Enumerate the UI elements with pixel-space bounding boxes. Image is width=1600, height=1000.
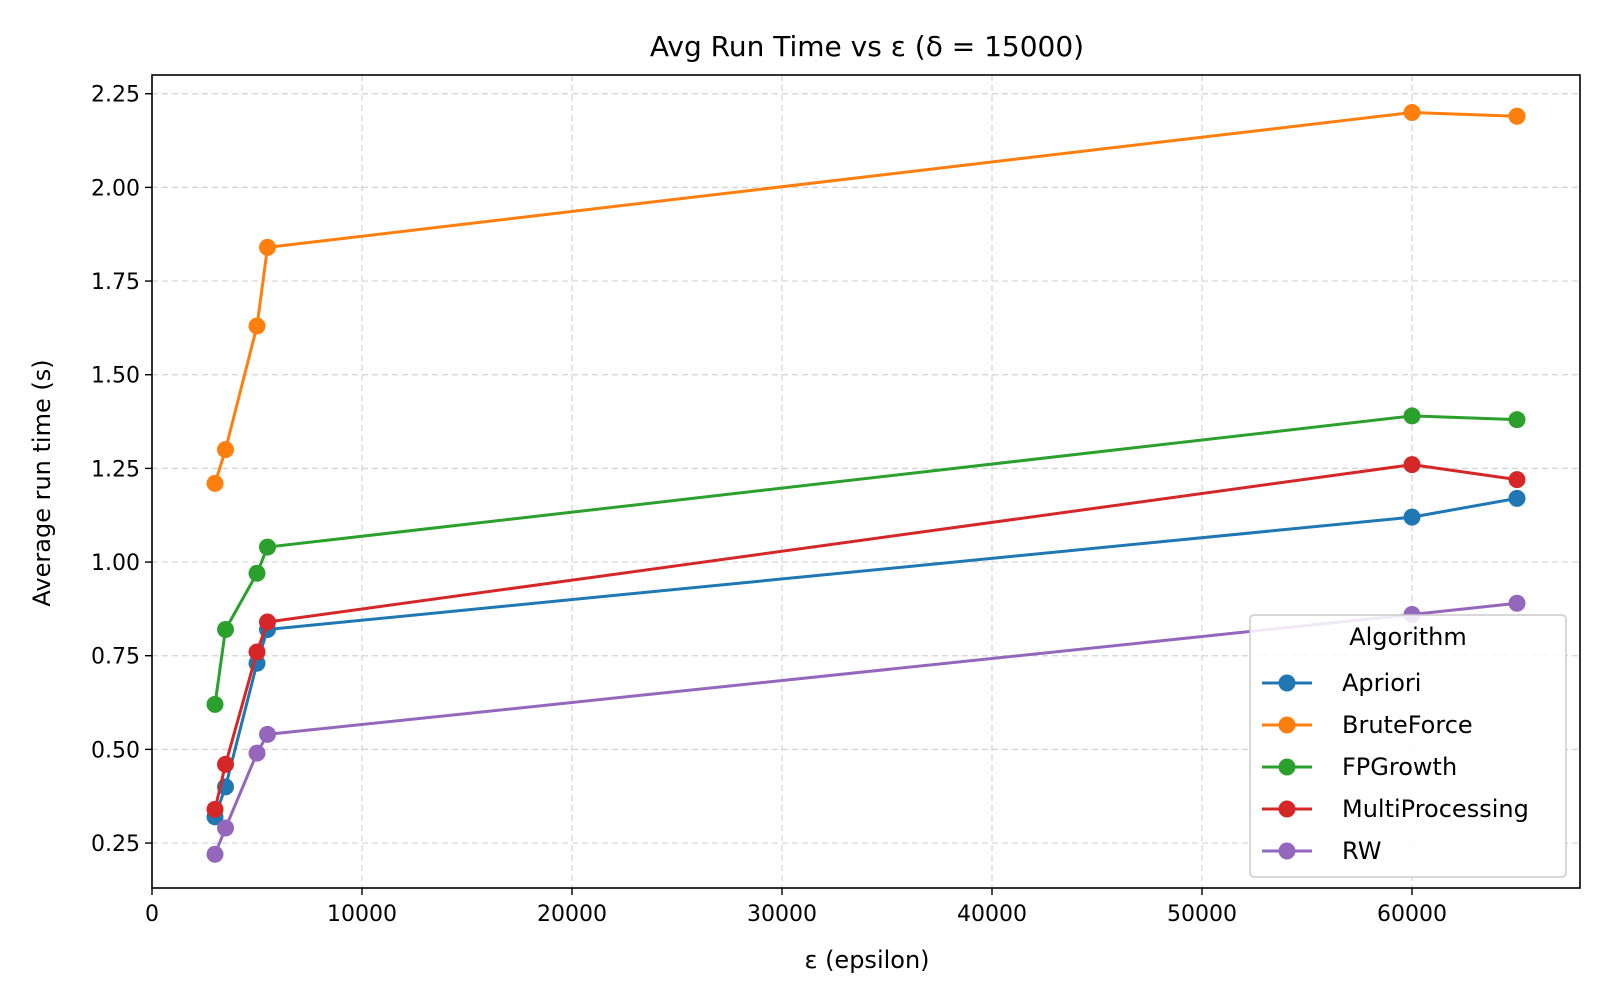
legend-item-bruteforce: BruteForce	[1262, 711, 1473, 739]
legend-item-fpgrowth: FPGrowth	[1262, 753, 1457, 781]
series-bruteforce	[206, 103, 1526, 492]
legend-swatch-marker	[1278, 800, 1296, 818]
legend-swatch-marker	[1278, 716, 1296, 734]
data-point	[206, 474, 224, 492]
data-point	[1508, 107, 1526, 125]
y-tick-label: 1.25	[91, 457, 140, 482]
y-tick-label: 0.25	[91, 832, 140, 857]
x-tick-label: 40000	[957, 902, 1027, 927]
x-tick-label: 20000	[537, 902, 607, 927]
legend-box	[1249, 614, 1567, 878]
data-point	[217, 819, 234, 837]
legend-swatch-marker	[1278, 758, 1296, 776]
legend-swatch-marker	[1278, 842, 1296, 860]
y-tick-label: 1.75	[91, 270, 140, 295]
data-point	[1403, 456, 1421, 474]
data-point	[248, 317, 266, 335]
series-fpgrowth	[206, 407, 1526, 713]
data-point	[1508, 489, 1526, 507]
data-point	[259, 538, 276, 556]
data-point	[259, 613, 276, 631]
x-axis-label: ε (epsilon)	[804, 946, 929, 974]
legend-item-rw: RW	[1262, 837, 1381, 865]
data-point	[1508, 594, 1526, 612]
data-point	[206, 800, 224, 818]
legend-label: FPGrowth	[1342, 753, 1457, 781]
plot-frame	[151, 74, 1581, 889]
data-point	[206, 845, 224, 863]
data-point	[1403, 103, 1421, 121]
y-tick-label: 2.00	[91, 176, 140, 201]
x-tick-label: 0	[145, 902, 159, 927]
x-axis: 0 10000 20000 30000 40000 50000 60000	[145, 888, 1447, 927]
y-tick-label: 0.75	[91, 645, 140, 670]
legend-item-multiprocessing: MultiProcessing	[1262, 795, 1529, 823]
data-point	[1508, 411, 1526, 429]
data-point	[1403, 407, 1421, 425]
y-tick-label: 1.50	[91, 364, 140, 389]
series-layer	[206, 103, 1526, 863]
x-tick-label: 50000	[1167, 902, 1237, 927]
legend-swatch-marker	[1278, 674, 1296, 692]
legend-title: Algorithm	[1349, 623, 1467, 651]
data-point	[259, 238, 276, 256]
y-axis-label: Average run time (s)	[28, 359, 56, 606]
legend-label: RW	[1342, 837, 1381, 865]
legend-label: MultiProcessing	[1342, 795, 1529, 823]
legend-label: Apriori	[1342, 669, 1421, 697]
chart-title: Avg Run Time vs ε (δ = 15000)	[650, 30, 1084, 63]
data-point	[248, 564, 266, 582]
data-point	[248, 643, 266, 661]
data-point	[259, 725, 276, 743]
data-point	[1508, 471, 1526, 489]
y-tick-label: 1.00	[91, 551, 140, 576]
data-point	[217, 620, 234, 638]
series-line	[213, 414, 1518, 705]
data-point	[248, 744, 266, 762]
x-tick-label: 10000	[327, 902, 397, 927]
data-point	[217, 441, 234, 459]
data-point	[206, 695, 224, 713]
legend: Algorithm Apriori BruteForce FPGrowth Multi…	[1249, 614, 1567, 878]
legend-label: BruteForce	[1342, 711, 1473, 739]
data-point	[217, 755, 234, 773]
y-tick-label: 2.25	[91, 83, 140, 108]
legend-items: Apriori BruteForce FPGrowth MultiProcessing…	[1262, 669, 1529, 865]
y-axis: 0.25 0.50 0.75 1.00 1.25 1.50 1.75 2.00 2.25	[91, 83, 152, 857]
x-tick-label: 30000	[747, 902, 817, 927]
data-point	[1403, 508, 1421, 526]
x-tick-label: 60000	[1377, 902, 1447, 927]
y-tick-label: 0.50	[91, 738, 140, 763]
series-multiprocessing	[206, 456, 1526, 818]
legend-item-apriori: Apriori	[1262, 669, 1421, 697]
